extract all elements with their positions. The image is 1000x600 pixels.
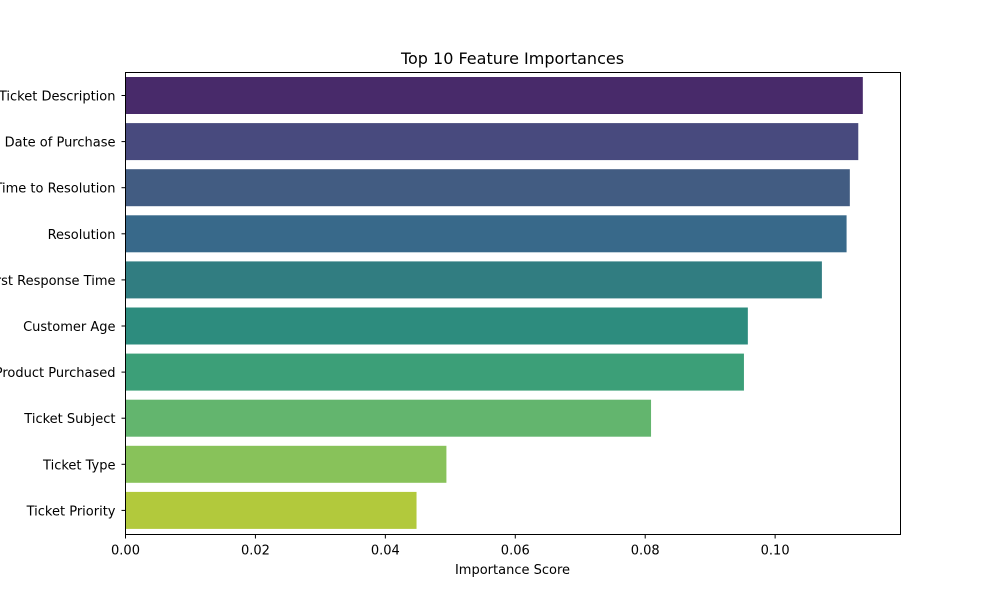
y-tick-label: Product Purchased xyxy=(0,366,116,381)
chart-title: Top 10 Feature Importances xyxy=(400,49,624,68)
x-tick-label: 0.00 xyxy=(111,544,140,559)
bar-ticket-description xyxy=(125,77,863,114)
x-tick-label: 0.02 xyxy=(241,544,270,559)
x-axis-ticks: 0.00 0.02 0.04 0.06 0.08 0.10 xyxy=(111,534,790,559)
y-tick-label: Ticket Subject xyxy=(23,412,115,427)
bar-date-of-purchase xyxy=(125,123,859,161)
y-axis-ticks: Ticket Description Date of Purchase Time t… xyxy=(0,90,126,519)
bar-ticket-priority xyxy=(125,491,417,529)
y-tick-label: Date of Purchase xyxy=(5,136,116,151)
y-tick-label: Ticket Description xyxy=(0,90,116,105)
x-tick-label: 0.04 xyxy=(371,544,400,559)
y-tick-label: Resolution xyxy=(48,228,116,243)
y-tick-label: Ticket Priority xyxy=(26,504,116,519)
x-tick-label: 0.06 xyxy=(501,544,530,559)
x-tick-label: 0.10 xyxy=(761,544,790,559)
y-tick-label: Time to Resolution xyxy=(0,182,116,197)
bar-first-response-time xyxy=(125,261,822,299)
bar-time-to-resolution xyxy=(125,169,850,207)
y-tick-label: Ticket Type xyxy=(42,458,115,473)
bars-group xyxy=(125,77,863,529)
bar-product-purchased xyxy=(125,353,744,391)
x-axis-label: Importance Score xyxy=(455,563,570,578)
y-tick-label: First Response Time xyxy=(0,274,116,289)
plot-frame xyxy=(125,72,901,535)
bar-customer-age xyxy=(125,307,748,345)
bar-ticket-subject xyxy=(125,399,652,437)
bar-resolution xyxy=(125,215,847,253)
y-tick-label: Customer Age xyxy=(23,320,115,335)
bar-ticket-type xyxy=(125,445,447,483)
x-tick-label: 0.08 xyxy=(631,544,660,559)
